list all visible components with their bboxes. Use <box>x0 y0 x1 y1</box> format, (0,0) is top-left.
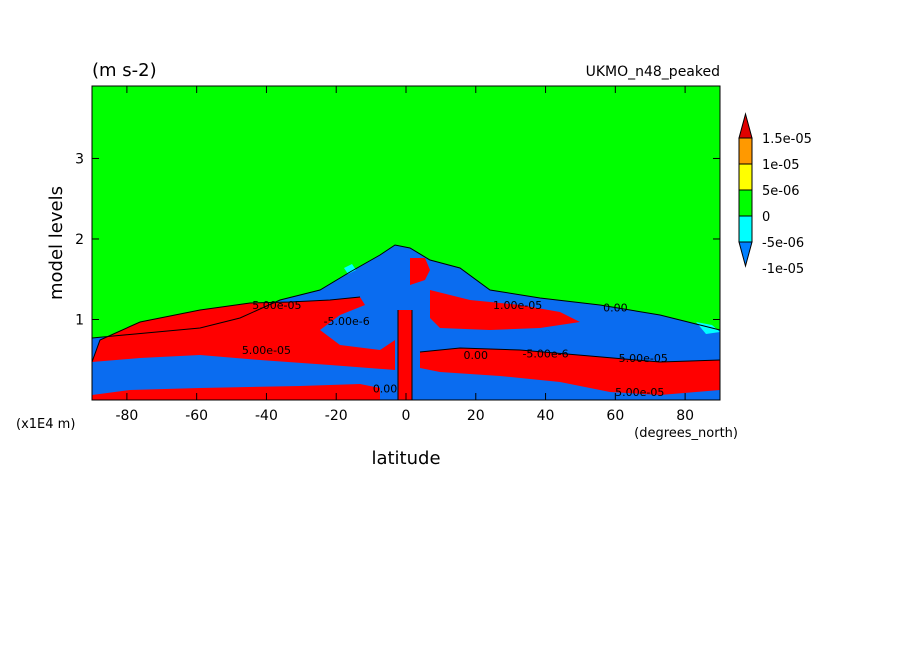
colorbar-top-arrow <box>738 112 753 139</box>
positive-region-lower <box>420 348 720 395</box>
positive-region-south-surface <box>92 384 380 400</box>
y-axis: 1 2 3 <box>75 151 720 328</box>
contour-label-7: 5.00e-05 <box>619 352 668 365</box>
positive-region-north <box>430 290 580 330</box>
colorbar-label-4: -5e-06 <box>762 236 804 251</box>
colorbar-bin-1 <box>738 137 753 165</box>
x-tick-label-1: -60 <box>185 408 208 424</box>
colorbar-label-5: -1e-05 <box>762 262 804 277</box>
colorbar-bin-2 <box>738 163 753 191</box>
contour-label-3: 0.00 <box>603 301 628 314</box>
positive-region-column <box>398 310 412 400</box>
y-tick-label-2: 3 <box>75 151 84 167</box>
contour-label-5: 0.00 <box>464 349 489 362</box>
positive-region-upper <box>92 297 395 370</box>
negative-band-south <box>92 372 380 388</box>
x-axis: -80 -60 -40 -20 0 20 40 60 80 <box>115 86 694 424</box>
y-axis-label: model levels <box>46 186 67 300</box>
colorbar-label-3: 0 <box>762 210 770 225</box>
x-tick-label-4: 0 <box>402 408 411 424</box>
x-tick-label-0: -80 <box>115 408 138 424</box>
colorbar: 1.5e-05 1e-05 5e-06 0 -5e-06 -1e-05 <box>738 112 812 277</box>
x-tick-label-5: 20 <box>467 408 485 424</box>
x-axis-unit: (degrees_north) <box>634 426 738 441</box>
x-tick-label-6: 40 <box>537 408 555 424</box>
weak-negative-patch-2 <box>344 264 356 274</box>
colorbar-bin-4 <box>738 215 753 243</box>
contour-lines <box>92 244 720 400</box>
y-tick-label-1: 2 <box>75 232 84 248</box>
x-axis-label: latitude <box>371 448 440 469</box>
contour-label-2: 1.00e-05 <box>493 299 542 312</box>
units-label: (m s-2) <box>92 60 157 81</box>
contour-label-1: -5.00e-6 <box>324 315 370 328</box>
source-label: UKMO_n48_peaked <box>586 64 720 80</box>
x-tick-label-3: -20 <box>325 408 348 424</box>
contour-label-4: 5.00e-05 <box>242 344 291 357</box>
positive-region-equator <box>410 258 430 285</box>
contour-fill <box>92 86 720 400</box>
contour-labels: 5.00e-05 -5.00e-6 1.00e-05 0.00 5.00e-05 0.00… <box>242 299 668 399</box>
colorbar-bin-3 <box>738 189 753 217</box>
colorbar-label-2: 5e-06 <box>762 184 800 199</box>
contour-label-9: 5.00e-05 <box>615 386 664 399</box>
x-tick-label-7: 60 <box>606 408 624 424</box>
contour-label-0: 5.00e-05 <box>252 299 301 312</box>
colorbar-label-1: 1e-05 <box>762 158 800 173</box>
contour-label-8: 0.00 <box>373 383 398 396</box>
colorbar-bottom-arrow <box>738 241 753 268</box>
x-tick-label-2: -40 <box>255 408 278 424</box>
y-tick-label-0: 1 <box>75 312 84 328</box>
x-tick-label-8: 80 <box>676 408 694 424</box>
contour-label-6: -5.00e-6 <box>522 347 568 360</box>
y-axis-unit: (x1E4 m) <box>16 417 75 432</box>
colorbar-label-0: 1.5e-05 <box>762 132 812 147</box>
